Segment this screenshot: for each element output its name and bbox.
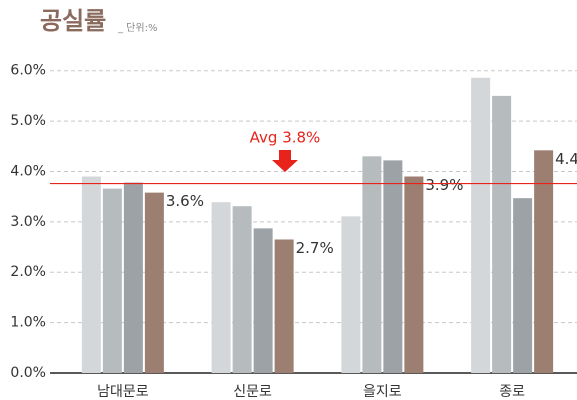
x-tick-label: 남대문로 bbox=[97, 384, 149, 400]
bar bbox=[274, 239, 294, 373]
y-tick-label: 5.0% bbox=[10, 113, 46, 129]
average-arrow bbox=[272, 150, 298, 172]
y-tick-label: 2.0% bbox=[10, 264, 46, 280]
bar bbox=[123, 182, 143, 373]
value-label: 4.4% bbox=[555, 150, 577, 168]
x-tick-label: 신문로 bbox=[233, 384, 272, 400]
x-tick-label: 을지로 bbox=[363, 384, 402, 400]
value-label: 2.7% bbox=[296, 239, 334, 257]
chart-title: 공실률 bbox=[40, 7, 106, 35]
y-tick-label: 4.0% bbox=[10, 163, 46, 179]
average-label: Avg 3.8% bbox=[250, 129, 321, 147]
x-tick-label: 종로 bbox=[499, 384, 525, 400]
bar bbox=[232, 206, 252, 373]
value-label: 3.6% bbox=[166, 192, 204, 210]
bar bbox=[253, 228, 273, 373]
chart-subtitle: _ 단위:% bbox=[117, 21, 157, 34]
value-label: 3.9% bbox=[425, 176, 463, 194]
y-tick-label: 6.0% bbox=[10, 63, 46, 79]
bar bbox=[534, 150, 554, 373]
bar bbox=[471, 77, 491, 373]
y-tick-label: 3.0% bbox=[10, 214, 46, 230]
y-tick-label: 1.0% bbox=[10, 315, 46, 331]
y-tick-label: 0.0% bbox=[10, 365, 46, 381]
bar bbox=[81, 176, 101, 373]
bar bbox=[341, 216, 361, 373]
bar bbox=[144, 192, 164, 373]
bar bbox=[404, 176, 424, 373]
bar bbox=[513, 198, 533, 373]
bar bbox=[492, 95, 512, 373]
bar bbox=[383, 160, 403, 373]
bar bbox=[211, 202, 231, 373]
bar bbox=[102, 188, 122, 373]
bar bbox=[362, 156, 382, 373]
